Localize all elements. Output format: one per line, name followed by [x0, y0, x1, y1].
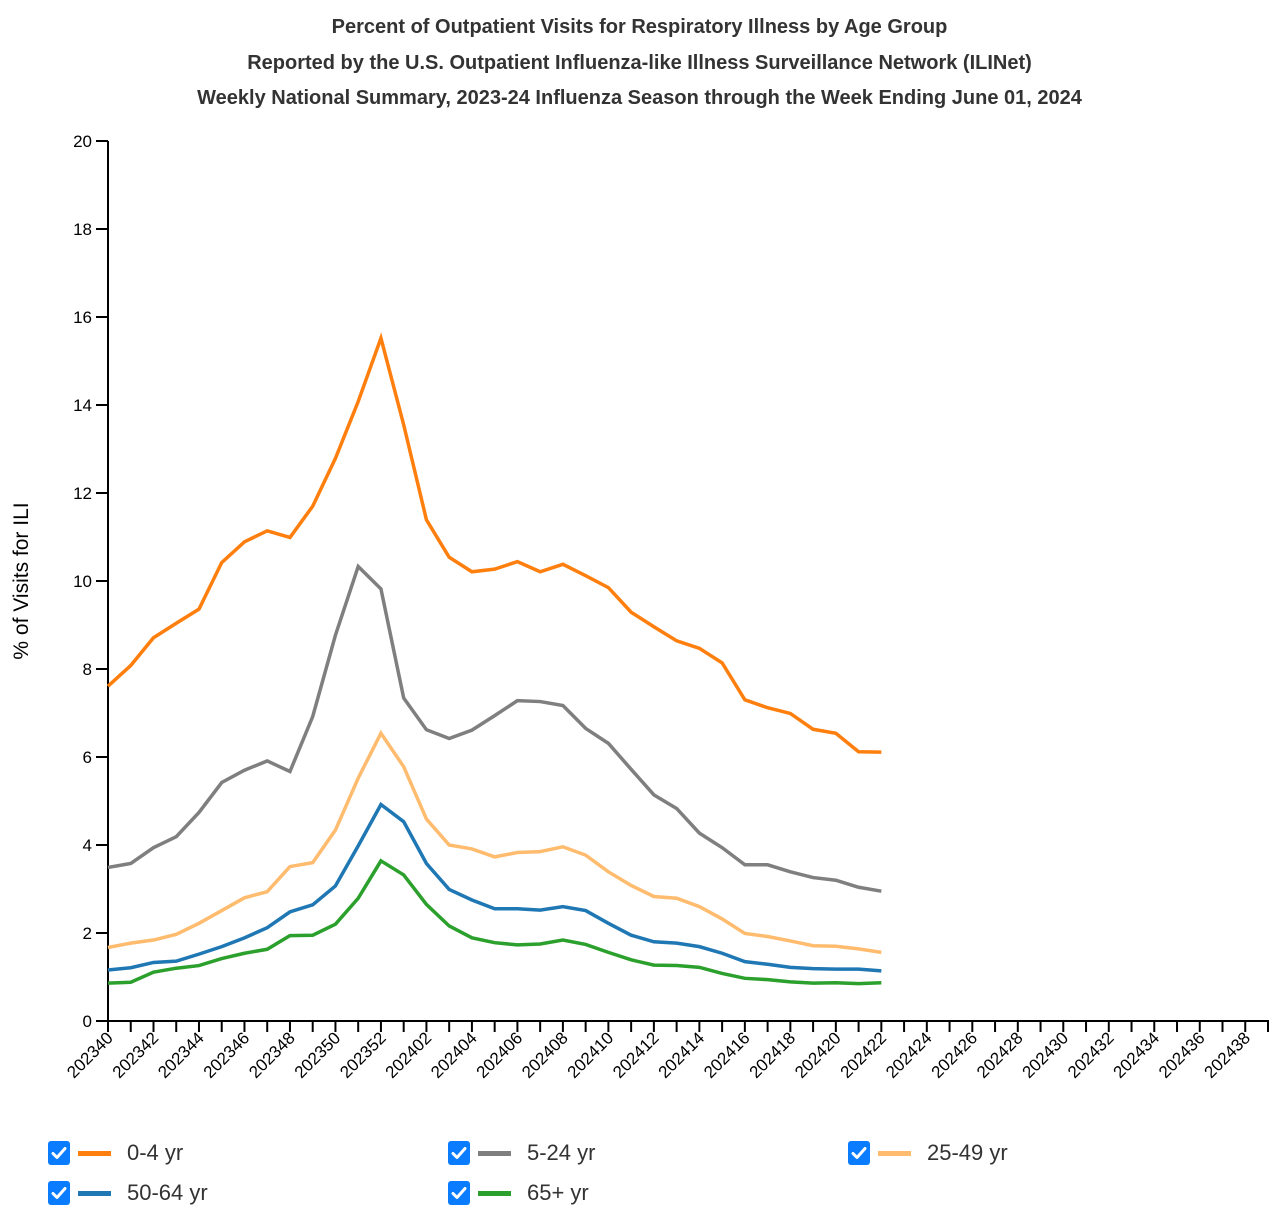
- x-tick-label: 202434: [1110, 1028, 1164, 1082]
- x-tick-label: 202438: [1201, 1028, 1255, 1082]
- x-tick-label: 202350: [291, 1028, 345, 1082]
- legend-swatch-65-plus: [478, 1190, 511, 1196]
- series-line-0-4: [106, 332, 882, 754]
- y-tick-label: 10: [73, 572, 92, 591]
- x-tick-label: 202432: [1064, 1028, 1118, 1082]
- x-tick-label: 202414: [655, 1028, 709, 1082]
- series-line-50-64: [107, 801, 882, 973]
- x-tick-label: 202352: [336, 1028, 390, 1082]
- legend-item-5-24[interactable]: 5-24 yr: [448, 1138, 595, 1168]
- legend-checkbox-65-plus[interactable]: [448, 1181, 470, 1205]
- y-tick-label: 14: [73, 396, 92, 415]
- x-tick-label: 202424: [882, 1028, 936, 1082]
- chart-titles: Percent of Outpatient Visits for Respira…: [0, 10, 1279, 117]
- x-tick-label: 202436: [1155, 1028, 1209, 1082]
- checkmark-icon: [51, 1147, 67, 1159]
- y-tick-label: 20: [73, 132, 92, 151]
- legend-checkbox-5-24[interactable]: [448, 1141, 470, 1165]
- y-tick-label: 16: [73, 308, 92, 327]
- legend-checkbox-25-49[interactable]: [848, 1141, 870, 1165]
- y-tick-label: 12: [73, 484, 92, 503]
- legend-checkbox-0-4[interactable]: [48, 1141, 70, 1165]
- legend-swatch-5-24: [478, 1150, 511, 1156]
- y-tick-label: 18: [73, 220, 92, 239]
- series-line-65-plus: [107, 858, 882, 986]
- x-tick-label: 202348: [245, 1028, 299, 1082]
- x-tick-label: 202426: [928, 1028, 982, 1082]
- legend-item-25-49[interactable]: 25-49 yr: [848, 1138, 1008, 1168]
- checkmark-icon: [451, 1187, 467, 1199]
- y-tick-label: 0: [83, 1012, 92, 1031]
- series-line-25-49: [107, 729, 882, 955]
- legend-swatch-25-49: [878, 1150, 911, 1156]
- x-tick-label: 202430: [1019, 1028, 1073, 1082]
- x-tick-label: 202428: [973, 1028, 1027, 1082]
- series-lines: [106, 332, 882, 986]
- x-tick-label: 202404: [427, 1028, 481, 1082]
- x-tick-label: 202408: [518, 1028, 572, 1082]
- x-tick-label: 202422: [837, 1028, 891, 1082]
- legend-swatch-50-64: [78, 1190, 111, 1196]
- x-tick-label: 202406: [473, 1028, 527, 1082]
- x-tick-label: 202416: [700, 1028, 754, 1082]
- legend-label: 5-24 yr: [527, 1140, 596, 1165]
- x-tick-label: 202402: [382, 1028, 436, 1082]
- y-tick-label: 2: [83, 924, 92, 943]
- x-tick-label: 202344: [154, 1028, 208, 1082]
- chart-subtitle-network: Reported by the U.S. Outpatient Influenz…: [247, 51, 1032, 74]
- legend-label: 0-4 yr: [127, 1140, 184, 1165]
- x-tick-label: 202420: [791, 1028, 845, 1082]
- chart-subtitle-season: Weekly National Summary, 2023-24 Influen…: [197, 87, 1082, 109]
- y-tick-label: 6: [83, 748, 92, 767]
- legend-swatch-0-4: [78, 1150, 111, 1156]
- y-tick-label: 4: [83, 836, 92, 855]
- y-axis-label: % of Visits for ILI: [10, 502, 33, 659]
- legend-label: 50-64 yr: [127, 1180, 208, 1205]
- legend-item-0-4[interactable]: 0-4 yr: [48, 1138, 183, 1168]
- x-tick-label: 202412: [609, 1028, 663, 1082]
- x-tick-label: 202342: [109, 1028, 163, 1082]
- chart-title: Percent of Outpatient Visits for Respira…: [331, 16, 948, 38]
- x-tick-label: 202340: [63, 1028, 117, 1082]
- legend-checkbox-50-64[interactable]: [48, 1181, 70, 1205]
- legend-label: 65+ yr: [527, 1180, 589, 1205]
- x-tick-label: 202346: [200, 1028, 254, 1082]
- legend-item-65-plus[interactable]: 65+ yr: [448, 1178, 589, 1208]
- x-tick-label: 202410: [564, 1028, 618, 1082]
- checkmark-icon: [51, 1187, 67, 1199]
- x-axis: 2023402023422023442023462023482023502023…: [63, 1020, 1269, 1082]
- y-axis: 0 2 4 6 8 10 12 14 16 18 20: [73, 132, 109, 1031]
- y-tick-label: 8: [83, 660, 92, 679]
- legend-item-50-64[interactable]: 50-64 yr: [48, 1178, 208, 1208]
- legend-label: 25-49 yr: [927, 1140, 1008, 1165]
- checkmark-icon: [451, 1147, 467, 1159]
- x-tick-label: 202418: [746, 1028, 800, 1082]
- series-line-5-24: [107, 563, 882, 893]
- checkmark-icon: [851, 1147, 867, 1159]
